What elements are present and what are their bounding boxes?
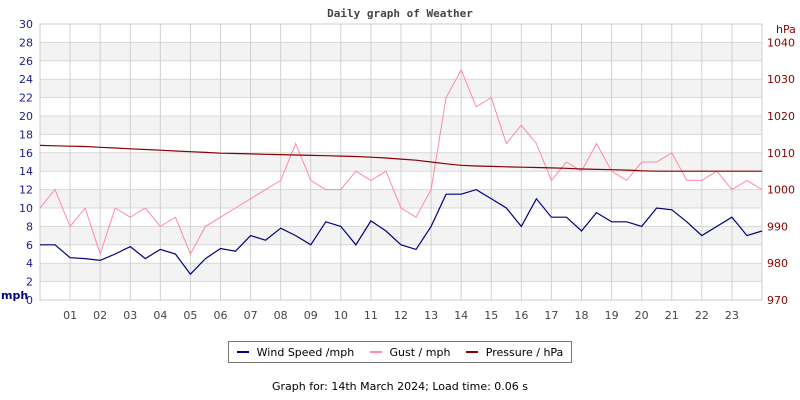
left-tick-label: 28 — [19, 36, 33, 49]
legend: Wind Speed /mph Gust / mph Pressure / hP… — [228, 341, 572, 363]
right-tick-label: 1000 — [767, 184, 795, 197]
x-tick-label: 19 — [605, 309, 619, 322]
right-axis-label: hPa — [776, 23, 796, 36]
pressure-swatch — [465, 351, 478, 353]
legend-label: Gust / mph — [389, 345, 451, 359]
legend-item-pressure: Pressure / hPa — [465, 345, 564, 359]
x-tick-label: 11 — [364, 309, 378, 322]
x-tick-label: 20 — [635, 309, 649, 322]
legend-label: Wind Speed /mph — [256, 345, 355, 359]
left-tick-label: 14 — [19, 165, 33, 178]
series-line-2 — [39, 144, 762, 172]
gust-swatch — [369, 351, 382, 353]
x-tick-label: 05 — [183, 309, 197, 322]
x-tick-label: 22 — [695, 309, 709, 322]
left-tick-label: 18 — [19, 128, 33, 141]
series-line-0 — [40, 188, 763, 276]
right-tick-label: 980 — [767, 257, 788, 270]
x-tick-label: 13 — [424, 309, 438, 322]
right-tick-label: 1010 — [767, 147, 795, 160]
x-tick-label: 09 — [304, 309, 318, 322]
left-axis-label: mph — [1, 289, 28, 302]
left-tick-label: 4 — [26, 257, 33, 270]
left-tick-label: 30 — [19, 18, 33, 31]
x-tick-label: 12 — [394, 309, 408, 322]
legend-item-wind: Wind Speed /mph — [236, 345, 355, 359]
x-tick-label: 03 — [123, 309, 137, 322]
x-tick-label: 04 — [153, 309, 167, 322]
right-tick-label: 1020 — [767, 110, 795, 123]
chart-title: Daily graph of Weather — [327, 7, 473, 20]
left-tick-label: 12 — [19, 184, 33, 197]
left-tick-label: 22 — [19, 92, 33, 105]
legend-label: Pressure / hPa — [485, 345, 564, 359]
x-tick-label: 16 — [514, 309, 528, 322]
x-tick-label: 14 — [454, 309, 468, 322]
x-tick-label: 21 — [665, 309, 679, 322]
legend-item-gust: Gust / mph — [369, 345, 451, 359]
left-tick-label: 0 — [26, 294, 33, 307]
x-tick-label: 07 — [244, 309, 258, 322]
plot-frame — [39, 23, 763, 301]
left-tick-label: 6 — [26, 239, 33, 252]
x-tick-label: 10 — [334, 309, 348, 322]
x-tick-label: 02 — [93, 309, 107, 322]
series-line-1 — [39, 68, 763, 256]
left-tick-label: 16 — [19, 147, 33, 160]
x-tick-label: 15 — [484, 309, 498, 322]
left-tick-label: 8 — [26, 220, 33, 233]
left-tick-label: 26 — [19, 55, 33, 68]
x-tick-label: 01 — [63, 309, 77, 322]
right-tick-label: 970 — [767, 294, 788, 307]
wind-swatch — [236, 351, 249, 353]
x-tick-label: 17 — [544, 309, 558, 322]
left-tick-label: 10 — [19, 202, 33, 215]
right-tick-label: 1030 — [767, 73, 795, 86]
left-tick-label: 20 — [19, 110, 33, 123]
left-tick-label: 2 — [26, 276, 33, 289]
left-tick-label: 24 — [19, 73, 33, 86]
x-tick-label: 18 — [575, 309, 589, 322]
x-tick-label: 06 — [214, 309, 228, 322]
right-tick-label: 990 — [767, 220, 788, 233]
footer-text: Graph for: 14th March 2024; Load time: 0… — [271, 380, 529, 393]
right-tick-label: 1040 — [767, 36, 795, 49]
x-tick-label: 08 — [274, 309, 288, 322]
x-tick-label: 23 — [725, 309, 739, 322]
